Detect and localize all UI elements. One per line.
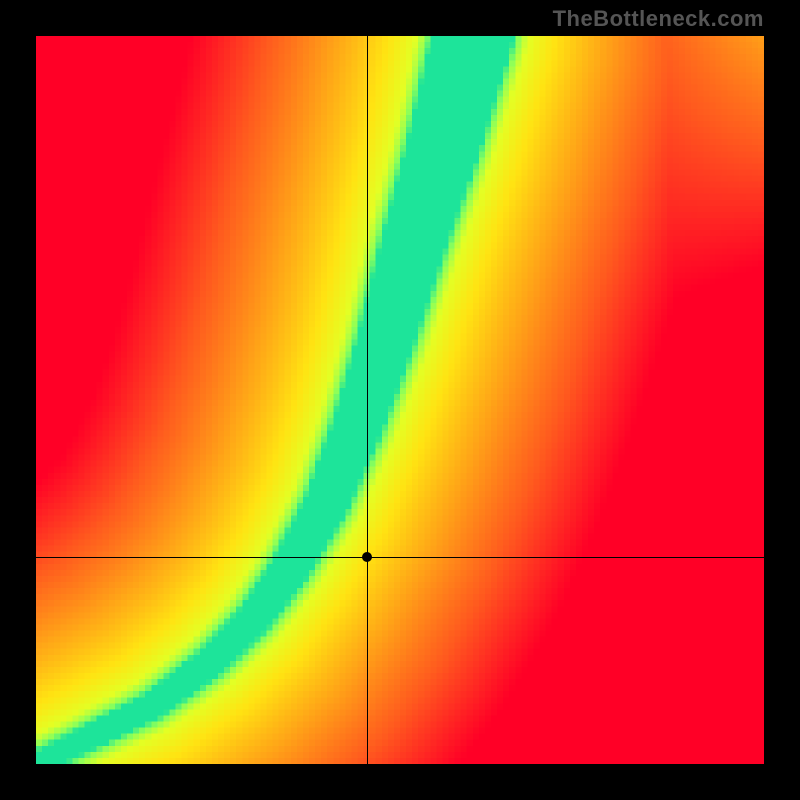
watermark-text: TheBottleneck.com [553, 6, 764, 32]
page-root: TheBottleneck.com [0, 0, 800, 800]
crosshair-horizontal [36, 557, 764, 558]
bottleneck-heatmap [36, 36, 764, 764]
plot-frame [36, 36, 764, 764]
crosshair-vertical [367, 36, 368, 764]
crosshair-marker [362, 552, 372, 562]
